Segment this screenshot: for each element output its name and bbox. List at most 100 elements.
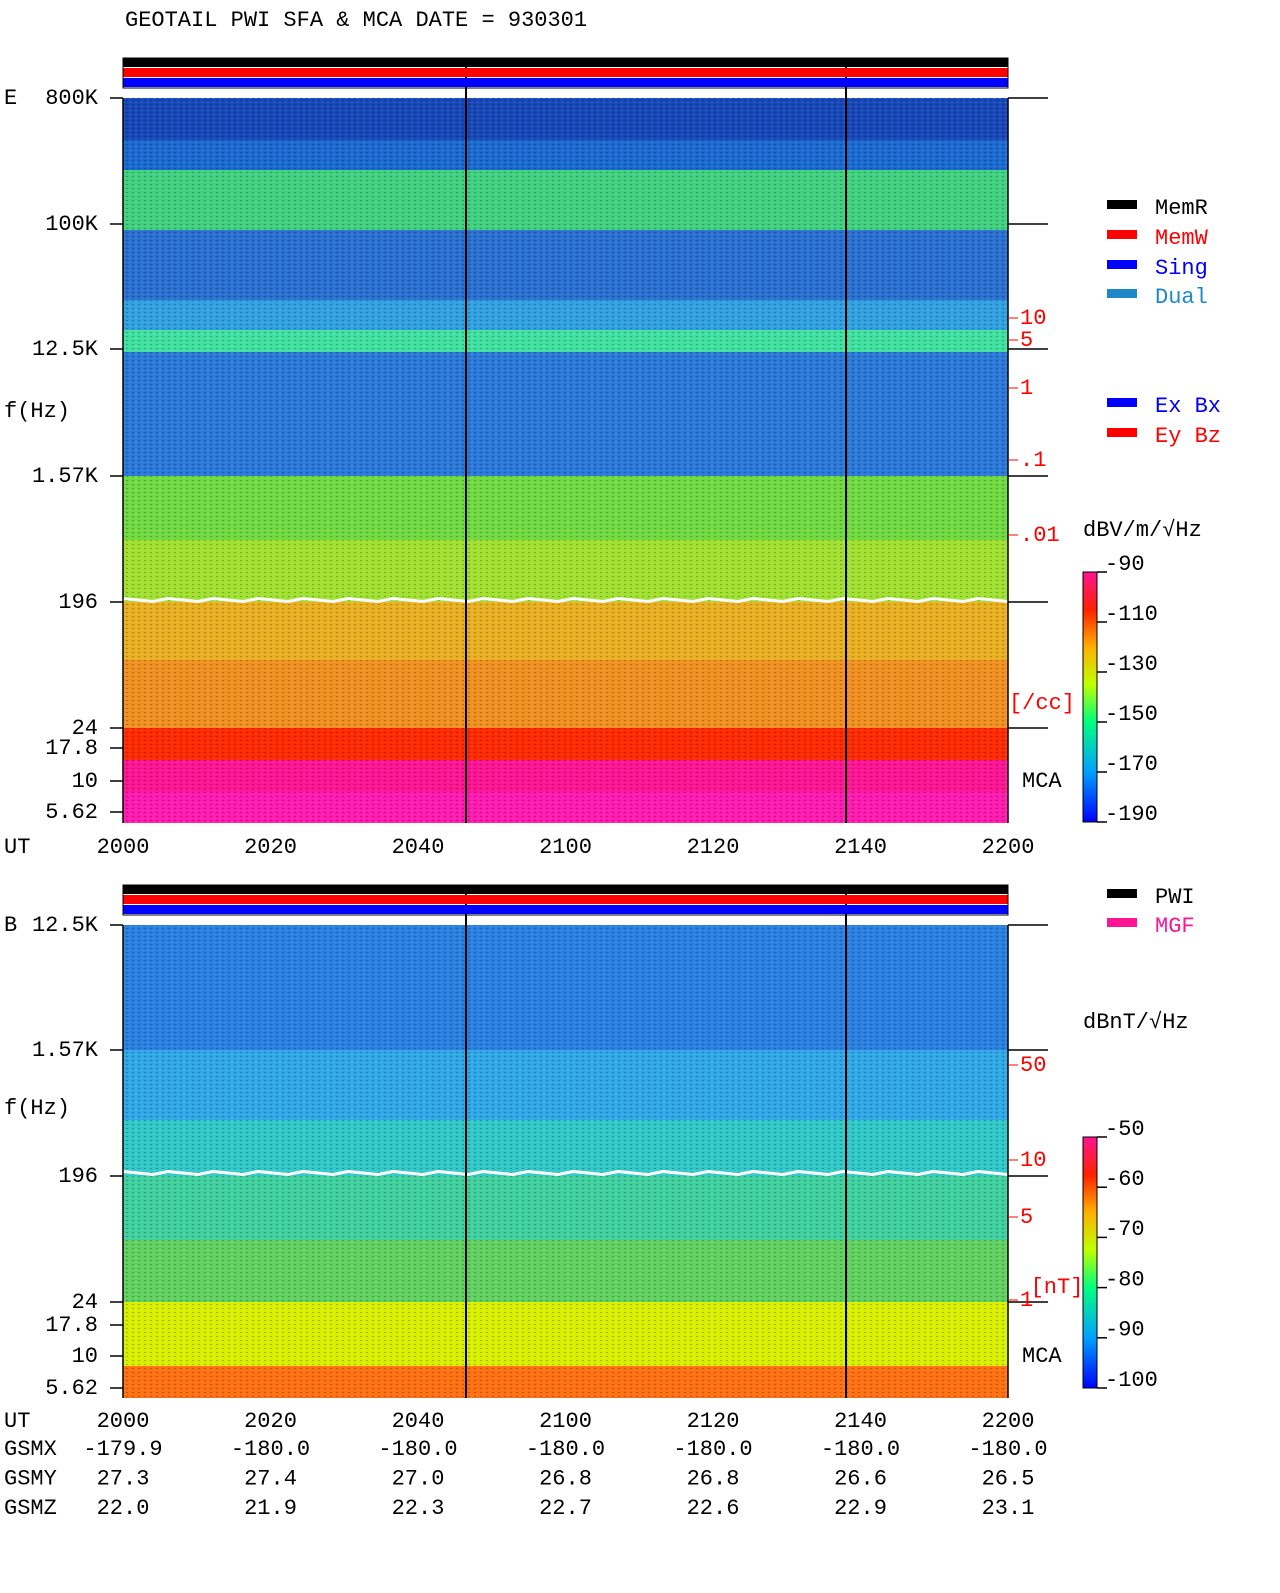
orbit-value: 22.9 bbox=[834, 1496, 887, 1521]
freq-tick-label: 196 bbox=[58, 1164, 98, 1189]
status-bar bbox=[123, 905, 1008, 914]
time-tick-label: 2100 bbox=[539, 1409, 592, 1434]
freq-tick-label: 10 bbox=[72, 1344, 98, 1369]
freq-tick-label: 5.62 bbox=[45, 1376, 98, 1401]
orbit-value: 22.6 bbox=[687, 1496, 740, 1521]
time-tick-label: 2120 bbox=[687, 835, 740, 860]
legend-swatch bbox=[1107, 230, 1137, 239]
orbit-value: -180.0 bbox=[821, 1437, 900, 1462]
orbit-value: -180.0 bbox=[378, 1437, 457, 1462]
title: GEOTAIL PWI SFA & MCA DATE = 930301 bbox=[125, 8, 587, 33]
orbit-value: -179.9 bbox=[83, 1437, 162, 1462]
legend-label: MemR bbox=[1155, 196, 1208, 221]
freq-tick-label: 10 bbox=[72, 769, 98, 794]
freq-tick-label: 100K bbox=[45, 212, 99, 237]
orbit-value: 26.6 bbox=[834, 1466, 887, 1491]
time-tick-label: 2140 bbox=[834, 835, 887, 860]
orbit-label: GSMZ bbox=[4, 1496, 57, 1521]
time-tick-label: 2140 bbox=[834, 1409, 887, 1434]
colorbar-tick-label: -90 bbox=[1105, 1318, 1145, 1343]
time-label: UT bbox=[4, 835, 30, 860]
time-tick-label: 2000 bbox=[97, 835, 150, 860]
time-tick-label: 2020 bbox=[244, 835, 297, 860]
freq-tick-label: 196 bbox=[58, 590, 98, 615]
colorbar-unit: dBnT/√Hz bbox=[1083, 1010, 1189, 1035]
density-tick-label: 1 bbox=[1020, 376, 1033, 401]
status-bar bbox=[123, 895, 1008, 904]
status-bar bbox=[123, 885, 1008, 894]
legend-swatch bbox=[1107, 398, 1137, 407]
legend-label: MemW bbox=[1155, 226, 1209, 251]
status-frame bbox=[122, 884, 1009, 916]
legend-swatch bbox=[1107, 889, 1137, 898]
legend-label: MGF bbox=[1155, 914, 1195, 939]
legend-label: PWI bbox=[1155, 885, 1195, 910]
density-tick-label: .1 bbox=[1020, 448, 1046, 473]
freq-tick-label: 5.62 bbox=[45, 800, 98, 825]
time-tick-label: 2040 bbox=[392, 835, 445, 860]
plasma-line bbox=[122, 1169, 1009, 1177]
density-unit: [/cc] bbox=[1009, 691, 1075, 716]
legend-swatch bbox=[1107, 200, 1137, 209]
orbit-value: 26.8 bbox=[687, 1466, 740, 1491]
time-label: UT bbox=[4, 1409, 30, 1434]
component-label: B bbox=[4, 913, 17, 938]
orbit-value: -180.0 bbox=[968, 1437, 1047, 1462]
orbit-value: 26.5 bbox=[982, 1466, 1035, 1491]
colorbar-tick-label: -80 bbox=[1105, 1267, 1145, 1292]
legend-label: Ex Bx bbox=[1155, 394, 1221, 419]
colorbar-tick-label: -170 bbox=[1105, 752, 1158, 777]
orbit-value: 27.3 bbox=[97, 1466, 150, 1491]
freq-tick-label: 1.57K bbox=[32, 1038, 99, 1063]
density-tick-label: 5 bbox=[1020, 1205, 1033, 1230]
freq-tick-label: 17.8 bbox=[45, 1313, 98, 1338]
density-tick-label: 5 bbox=[1020, 328, 1033, 353]
spectrogram-texture bbox=[123, 925, 1008, 1398]
orbit-value: 27.4 bbox=[244, 1466, 297, 1491]
freq-tick-label: 17.8 bbox=[45, 736, 98, 761]
status-frame bbox=[122, 57, 1009, 89]
colorbar-tick-label: -90 bbox=[1105, 552, 1145, 577]
density-tick-label: 10 bbox=[1020, 306, 1046, 331]
density-unit: [nT] bbox=[1031, 1275, 1084, 1300]
plasma-line bbox=[122, 596, 1009, 604]
colorbar-tick-label: -110 bbox=[1105, 602, 1158, 627]
density-tick-label: .01 bbox=[1020, 523, 1060, 548]
component-label: E bbox=[4, 86, 17, 111]
legend-label: Sing bbox=[1155, 256, 1208, 281]
mca-label: MCA bbox=[1022, 1344, 1062, 1369]
content: Ef(Hz)800K100K12.5K1.57K1962417.8105.62U… bbox=[4, 57, 1221, 1521]
density-tick-label: 1 bbox=[1020, 1288, 1033, 1313]
colorbar-tick-label: -50 bbox=[1105, 1117, 1145, 1142]
colorbar-tick-label: -130 bbox=[1105, 652, 1158, 677]
orbit-value: -180.0 bbox=[231, 1437, 310, 1462]
colorbar bbox=[1082, 571, 1098, 823]
status-bar bbox=[123, 68, 1008, 77]
legend-label: Ey Bz bbox=[1155, 424, 1221, 449]
orbit-value: 22.3 bbox=[392, 1496, 445, 1521]
orbit-label: GSMY bbox=[4, 1466, 57, 1491]
colorbar bbox=[1082, 1136, 1098, 1389]
legend-swatch bbox=[1107, 428, 1137, 437]
freq-tick-label: 1.57K bbox=[32, 464, 99, 489]
orbit-value: 27.0 bbox=[392, 1466, 445, 1491]
colorbar-tick-label: -190 bbox=[1105, 802, 1158, 827]
time-tick-label: 2100 bbox=[539, 835, 592, 860]
orbit-label: GSMX bbox=[4, 1437, 57, 1462]
status-bar bbox=[123, 78, 1008, 87]
time-tick-label: 2200 bbox=[982, 1409, 1035, 1434]
colorbar-tick-label: -70 bbox=[1105, 1217, 1145, 1242]
orbit-value: 21.9 bbox=[244, 1496, 297, 1521]
orbit-value: 26.8 bbox=[539, 1466, 592, 1491]
orbit-value: -180.0 bbox=[673, 1437, 752, 1462]
orbit-value: 23.1 bbox=[982, 1496, 1035, 1521]
colorbar-unit: dBV/m/√Hz bbox=[1083, 518, 1202, 543]
freq-tick-label: 24 bbox=[72, 1290, 98, 1315]
legend-swatch bbox=[1107, 289, 1137, 298]
colorbar-tick-label: -150 bbox=[1105, 702, 1158, 727]
freq-label: f(Hz) bbox=[4, 399, 70, 424]
freq-tick-label: 12.5K bbox=[32, 337, 99, 362]
density-tick-label: 10 bbox=[1020, 1148, 1046, 1173]
legend-swatch bbox=[1107, 260, 1137, 269]
